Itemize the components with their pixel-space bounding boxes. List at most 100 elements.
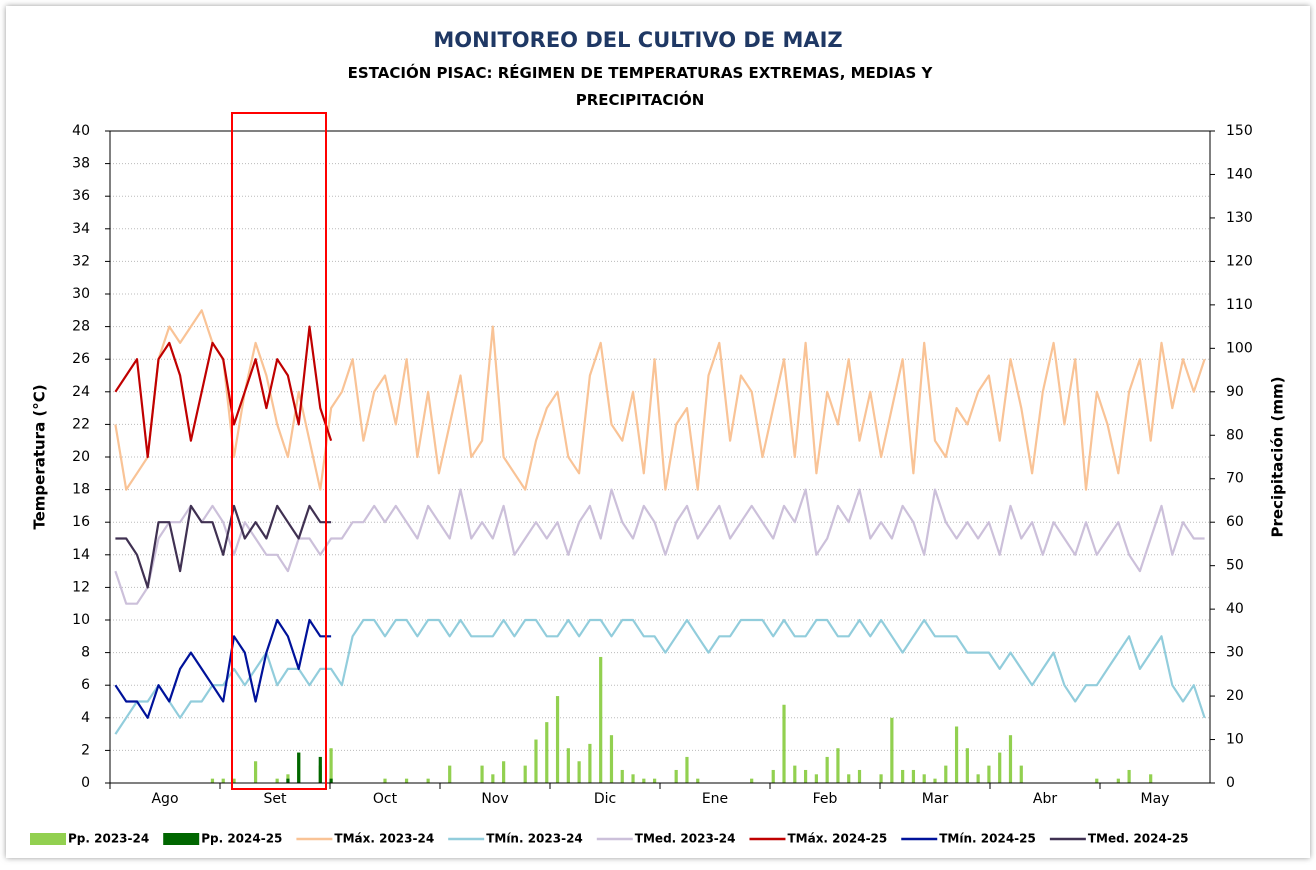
temp-line bbox=[114, 488, 1205, 605]
legend-swatch bbox=[30, 833, 66, 845]
y-tick-label: 8 bbox=[81, 645, 90, 661]
precip-bar bbox=[210, 778, 215, 783]
precip-bar bbox=[329, 778, 333, 783]
precip-bar bbox=[297, 752, 301, 783]
y2-tick-label: 20 bbox=[1226, 688, 1244, 704]
y2-tick-label: 0 bbox=[1226, 775, 1235, 791]
precip-bar bbox=[685, 756, 689, 783]
precip-bar bbox=[383, 778, 387, 783]
y-tick-label: 2 bbox=[81, 742, 90, 758]
y-tick-label: 36 bbox=[72, 188, 90, 204]
precip-bar bbox=[253, 761, 258, 783]
y2-tick-label: 50 bbox=[1226, 558, 1244, 574]
precip-bar bbox=[944, 765, 948, 783]
precip-bar bbox=[793, 765, 797, 783]
precip-bar bbox=[329, 748, 333, 783]
legend-swatch bbox=[163, 833, 200, 845]
y-tick-label: 10 bbox=[72, 612, 90, 628]
y2-tick-label: 30 bbox=[1226, 645, 1244, 661]
y2-tick-label: 100 bbox=[1226, 340, 1253, 356]
precip-bar bbox=[696, 778, 700, 783]
y-axis-label: Temperatura (°C) bbox=[31, 384, 49, 529]
precip-bar bbox=[857, 769, 862, 783]
precip-bar bbox=[987, 765, 991, 783]
precip-bar bbox=[642, 778, 646, 783]
precip-bar bbox=[911, 769, 916, 783]
precip-bar bbox=[653, 778, 657, 783]
legend-label: TMáx. 2023-24 bbox=[334, 832, 434, 846]
y2-tick-label: 10 bbox=[1226, 732, 1244, 748]
x-tick-label: May bbox=[1141, 791, 1170, 807]
x-tick-label: Nov bbox=[481, 791, 508, 807]
temp-line bbox=[114, 618, 332, 719]
y2-tick-label: 150 bbox=[1226, 123, 1253, 139]
y-tick-label: 28 bbox=[72, 319, 90, 335]
x-tick-label: Feb bbox=[813, 791, 838, 807]
y2-tick-label: 140 bbox=[1226, 166, 1253, 182]
precip-bar bbox=[1008, 735, 1013, 783]
precip-bar bbox=[566, 748, 570, 783]
precip-bar bbox=[954, 726, 959, 783]
precip-bar bbox=[286, 778, 290, 783]
precip-bar bbox=[771, 769, 775, 783]
precip-bar bbox=[998, 752, 1002, 783]
x-tick-label: Dic bbox=[594, 791, 616, 807]
legend-label: Pp. 2024-25 bbox=[201, 832, 282, 846]
precip-bar bbox=[674, 769, 678, 783]
y-tick-label: 20 bbox=[72, 449, 90, 465]
x-tick-label: Ago bbox=[151, 791, 178, 807]
y-tick-label: 14 bbox=[72, 547, 90, 563]
precip-bar bbox=[782, 704, 786, 783]
precip-bar bbox=[922, 774, 926, 783]
y2-tick-label: 130 bbox=[1226, 210, 1253, 226]
precip-bar bbox=[609, 735, 614, 783]
y-tick-label: 26 bbox=[72, 351, 90, 367]
legend-label: TMín. 2023-24 bbox=[486, 832, 583, 846]
precip-bar bbox=[901, 769, 905, 783]
precip-bar bbox=[890, 717, 894, 783]
precip-bar bbox=[577, 761, 581, 783]
precip-bar bbox=[448, 765, 452, 783]
precip-bar bbox=[965, 748, 969, 783]
y-tick-label: 0 bbox=[81, 775, 90, 791]
precip-bar bbox=[933, 778, 937, 783]
y-tick-label: 18 bbox=[72, 482, 90, 498]
precip-bar bbox=[426, 778, 430, 783]
precip-bar bbox=[1116, 778, 1120, 783]
precip-bar bbox=[534, 739, 538, 783]
x-tick-label: Ene bbox=[702, 791, 728, 807]
subtitle-box: ESTACIÓN PISAC: RÉGIMEN DE TEMPERATURAS … bbox=[348, 64, 933, 109]
x-tick-label: Abr bbox=[1033, 791, 1057, 807]
precip-bar bbox=[976, 774, 980, 783]
precip-bar bbox=[232, 778, 236, 783]
precip-bar bbox=[588, 743, 592, 783]
precip-bar bbox=[1019, 765, 1023, 783]
chart-title: MONITOREO DEL CULTIVO DE MAIZ bbox=[433, 28, 842, 52]
x-tick-label: Mar bbox=[922, 791, 949, 807]
precip-bar bbox=[555, 696, 560, 783]
y-tick-label: 40 bbox=[72, 123, 90, 139]
y2-tick-label: 70 bbox=[1226, 471, 1244, 487]
y2-tick-label: 90 bbox=[1226, 384, 1244, 400]
precip-bar bbox=[502, 761, 506, 783]
precip-bar bbox=[836, 748, 840, 783]
y-tick-label: 12 bbox=[72, 579, 90, 595]
precip-bar bbox=[1127, 769, 1131, 783]
y-tick-label: 34 bbox=[72, 221, 90, 237]
precip-bar bbox=[879, 774, 883, 783]
y-tick-label: 24 bbox=[72, 384, 90, 400]
precip-bar bbox=[750, 778, 754, 783]
temp-line bbox=[114, 618, 1206, 735]
precip-bar bbox=[814, 774, 818, 783]
temp-line bbox=[114, 309, 1206, 491]
precip-bar bbox=[631, 774, 635, 783]
legend-label: TMáx. 2024-25 bbox=[787, 832, 887, 846]
precip-bar bbox=[480, 765, 484, 783]
precip-bar bbox=[275, 778, 279, 783]
legend-label: TMed. 2023-24 bbox=[635, 832, 736, 846]
precip-bar bbox=[545, 722, 549, 783]
precip-bar bbox=[599, 656, 603, 783]
y-tick-label: 4 bbox=[81, 710, 90, 726]
x-tick-label: Oct bbox=[373, 791, 398, 807]
